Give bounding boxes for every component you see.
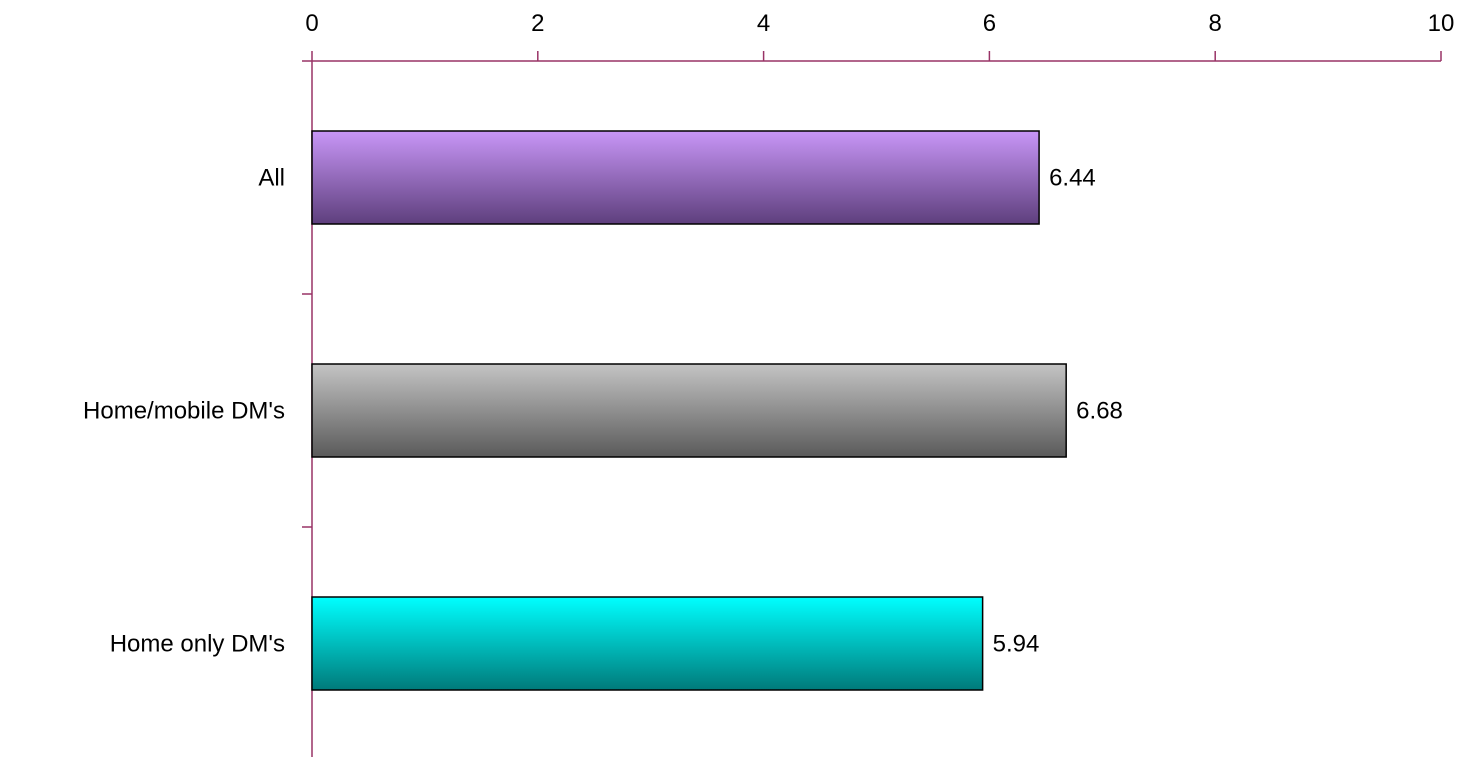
bar-0 bbox=[311, 130, 1040, 225]
data-label: 6.68 bbox=[1076, 398, 1123, 425]
data-label: 5.94 bbox=[993, 631, 1040, 658]
bar-1 bbox=[311, 363, 1067, 458]
category-label: All bbox=[258, 165, 285, 192]
x-tick-label: 10 bbox=[1428, 10, 1455, 37]
category-label: Home/mobile DM's bbox=[83, 398, 285, 425]
bar-2 bbox=[311, 596, 984, 691]
labels: 0 2 4 6 8 10 All 6.44 Home/mobile DM's 6.68 Home o… bbox=[83, 10, 1454, 658]
x-tick-label: 2 bbox=[531, 10, 544, 37]
category-label: Home only DM's bbox=[110, 631, 285, 658]
bars bbox=[311, 130, 1067, 691]
x-tick-label: 8 bbox=[1209, 10, 1222, 37]
x-tick-label: 0 bbox=[305, 10, 318, 37]
data-label: 6.44 bbox=[1049, 165, 1096, 192]
x-tick-label: 4 bbox=[757, 10, 770, 37]
x-tick-label: 6 bbox=[983, 10, 996, 37]
